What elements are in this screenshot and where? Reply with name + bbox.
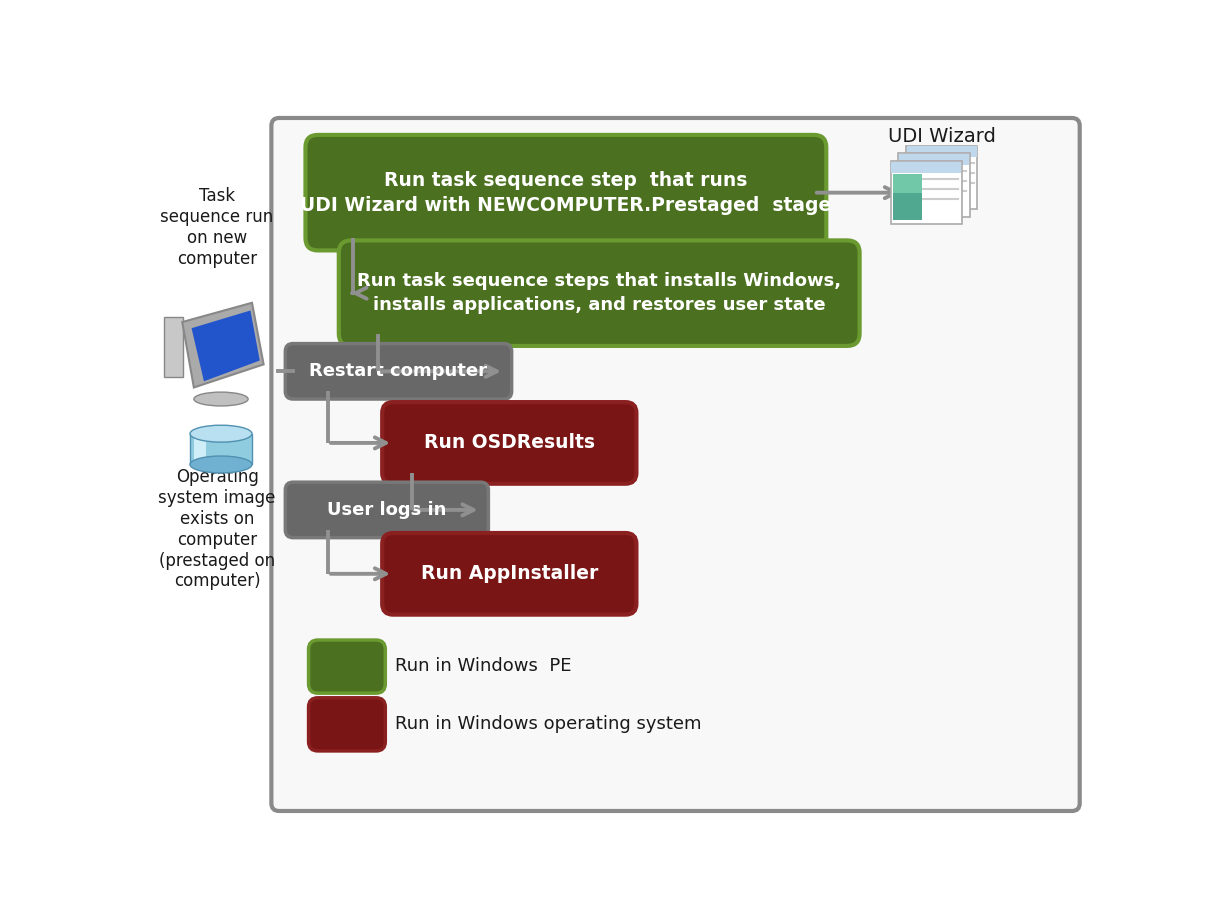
FancyBboxPatch shape [899, 154, 969, 165]
FancyBboxPatch shape [286, 482, 489, 538]
FancyBboxPatch shape [305, 135, 826, 250]
FancyBboxPatch shape [909, 159, 938, 205]
Ellipse shape [190, 425, 252, 442]
FancyBboxPatch shape [309, 698, 385, 751]
Text: UDI Wizard: UDI Wizard [888, 127, 996, 146]
Text: User logs in: User logs in [327, 501, 446, 519]
FancyBboxPatch shape [906, 146, 976, 157]
Polygon shape [183, 302, 264, 388]
FancyBboxPatch shape [339, 241, 859, 346]
Text: Run in Windows  PE: Run in Windows PE [396, 657, 572, 675]
FancyBboxPatch shape [271, 118, 1079, 811]
FancyBboxPatch shape [194, 436, 206, 462]
FancyBboxPatch shape [190, 434, 252, 464]
FancyBboxPatch shape [382, 533, 636, 615]
Text: Operating
system image
exists on
computer
(prestaged on
computer): Operating system image exists on compute… [159, 469, 276, 590]
Text: Run AppInstaller: Run AppInstaller [421, 564, 598, 584]
Text: Run task sequence step  that runs
UDI Wizard with NEWCOMPUTER.Prestaged  stage: Run task sequence step that runs UDI Wiz… [300, 171, 831, 215]
Text: Run task sequence steps that installs Windows,
installs applications, and restor: Run task sequence steps that installs Wi… [357, 272, 841, 314]
FancyBboxPatch shape [893, 175, 922, 193]
Text: Run OSDResults: Run OSDResults [424, 434, 595, 452]
FancyBboxPatch shape [900, 166, 930, 185]
Text: Task
sequence run
on new
computer: Task sequence run on new computer [161, 187, 273, 267]
Ellipse shape [190, 456, 252, 473]
FancyBboxPatch shape [382, 403, 636, 483]
FancyBboxPatch shape [906, 146, 978, 209]
FancyBboxPatch shape [898, 153, 969, 217]
Polygon shape [191, 311, 260, 381]
FancyBboxPatch shape [891, 161, 962, 224]
Text: Run in Windows operating system: Run in Windows operating system [396, 715, 702, 733]
FancyBboxPatch shape [909, 159, 938, 177]
FancyBboxPatch shape [892, 162, 961, 173]
Text: Restart computer: Restart computer [310, 362, 488, 380]
FancyBboxPatch shape [165, 317, 183, 377]
FancyBboxPatch shape [893, 175, 922, 221]
Ellipse shape [194, 392, 248, 406]
FancyBboxPatch shape [309, 640, 385, 693]
FancyBboxPatch shape [900, 166, 930, 212]
FancyBboxPatch shape [286, 344, 512, 399]
